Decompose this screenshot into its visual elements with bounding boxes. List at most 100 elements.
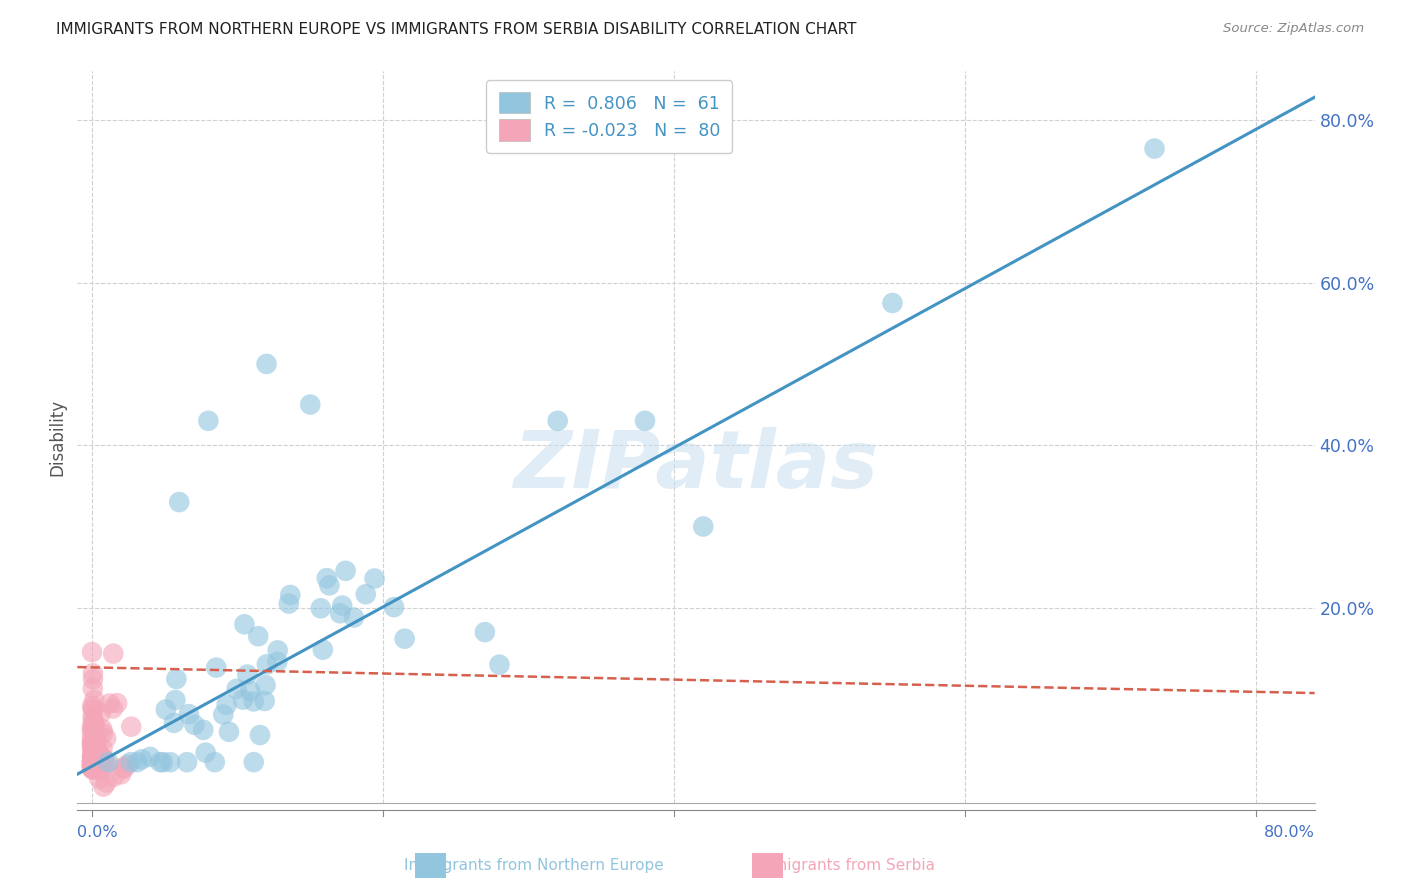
Point: [218, 724, 240, 739]
Point: [165, 672, 187, 686]
Point: [80, 721, 103, 735]
Point: [155, 702, 177, 716]
Point: [84, 734, 107, 748]
Text: Source: ZipAtlas.com: Source: ZipAtlas.com: [1223, 22, 1364, 36]
Point: [267, 643, 290, 657]
Point: [91, 760, 114, 774]
Text: IMMIGRANTS FROM NORTHERN EUROPE VS IMMIGRANTS FROM SERBIA DISABILITY CORRELATION: IMMIGRANTS FROM NORTHERN EUROPE VS IMMIG…: [56, 22, 856, 37]
Point: [80, 737, 103, 751]
Point: [205, 660, 228, 674]
Point: [89, 756, 111, 770]
Point: [80, 723, 103, 738]
Point: [547, 414, 569, 428]
Point: [87, 764, 110, 778]
Point: [204, 755, 226, 769]
Point: [236, 667, 259, 681]
Legend: R =  0.806   N =  61, R = -0.023   N =  80: R = 0.806 N = 61, R = -0.023 N = 80: [486, 80, 733, 153]
Point: [86, 747, 108, 762]
Point: [82, 681, 104, 696]
Point: [232, 692, 254, 706]
Point: [354, 587, 377, 601]
Point: [112, 762, 135, 776]
Point: [80, 758, 103, 772]
Point: [84, 732, 107, 747]
Point: [105, 696, 128, 710]
Point: [82, 717, 104, 731]
Point: [277, 597, 299, 611]
Point: [330, 599, 353, 613]
Point: [315, 571, 337, 585]
Point: [197, 414, 219, 428]
Point: [193, 723, 215, 737]
Point: [183, 718, 205, 732]
Point: [117, 757, 139, 772]
Point: [1143, 142, 1166, 156]
Point: [634, 414, 657, 428]
Point: [82, 702, 104, 716]
Point: [103, 770, 125, 784]
Point: [87, 746, 110, 760]
Point: [83, 747, 105, 761]
Point: [82, 759, 104, 773]
Point: [167, 495, 190, 509]
Point: [80, 748, 103, 763]
Point: [80, 756, 103, 770]
Point: [82, 751, 104, 765]
Point: [82, 756, 104, 771]
Point: [242, 694, 264, 708]
Point: [82, 736, 104, 750]
Point: [242, 755, 264, 769]
Point: [131, 752, 153, 766]
Point: [394, 632, 416, 646]
Point: [83, 748, 105, 763]
Point: [87, 747, 110, 761]
Point: [82, 752, 104, 766]
Point: [335, 564, 357, 578]
Point: [215, 698, 238, 712]
Point: [82, 710, 104, 724]
Point: [82, 698, 104, 713]
Point: [90, 706, 112, 721]
Point: [266, 655, 288, 669]
Point: [692, 519, 714, 533]
Point: [97, 755, 120, 769]
Point: [80, 761, 103, 775]
Point: [299, 398, 322, 412]
Point: [120, 720, 142, 734]
Point: [82, 666, 104, 681]
Point: [91, 726, 114, 740]
Point: [225, 681, 247, 696]
Point: [83, 753, 105, 767]
Point: [80, 750, 103, 764]
Point: [382, 600, 405, 615]
Point: [233, 617, 256, 632]
Point: [84, 757, 107, 772]
Point: [82, 738, 104, 752]
Point: [82, 737, 104, 751]
Point: [80, 734, 103, 748]
Point: [882, 296, 904, 310]
Point: [82, 702, 104, 716]
Point: [247, 629, 270, 643]
Point: [194, 746, 217, 760]
Text: 80.0%: 80.0%: [1264, 825, 1315, 840]
Point: [103, 647, 125, 661]
Y-axis label: Disability: Disability: [48, 399, 66, 475]
Point: [488, 657, 510, 672]
Point: [80, 742, 103, 756]
Point: [149, 755, 172, 769]
Point: [82, 672, 104, 686]
Point: [82, 744, 104, 758]
Point: [89, 772, 111, 786]
Point: [82, 750, 104, 764]
Point: [83, 760, 105, 774]
Point: [253, 694, 276, 708]
Point: [165, 693, 187, 707]
Point: [139, 750, 162, 764]
Text: ZIPatlas: ZIPatlas: [513, 427, 879, 506]
Point: [86, 736, 108, 750]
Point: [278, 588, 301, 602]
Point: [82, 760, 104, 774]
Point: [96, 775, 118, 789]
Point: [120, 755, 142, 769]
